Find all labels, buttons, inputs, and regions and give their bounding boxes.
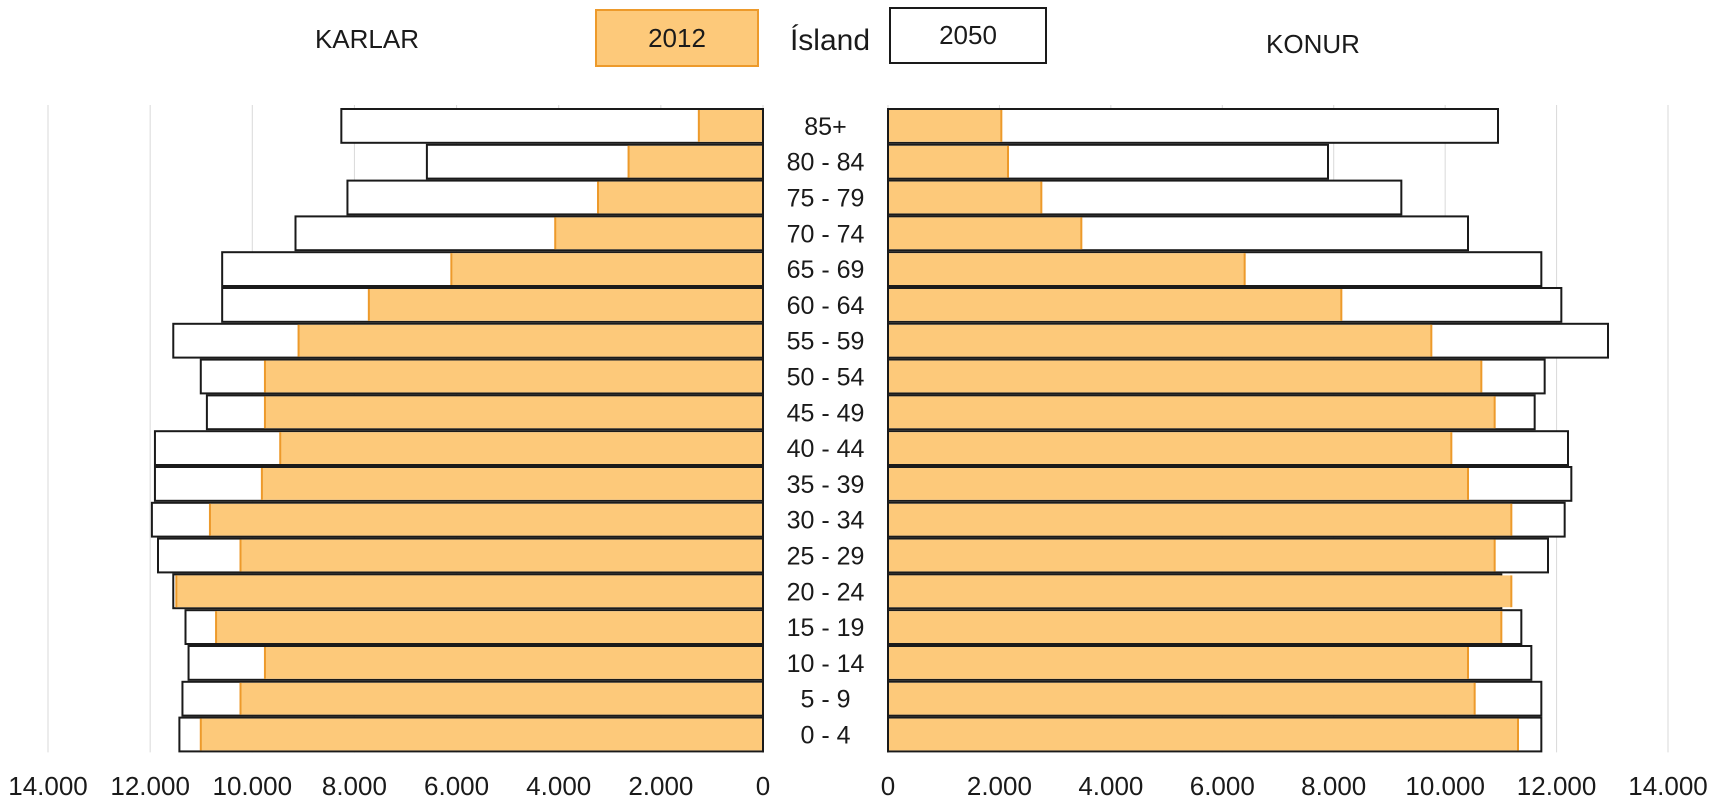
- age-group-label: 5 - 9: [800, 686, 850, 714]
- age-group-label: 30 - 34: [787, 507, 865, 535]
- age-group-label: 20 - 24: [787, 578, 865, 606]
- bar-karlar-2012: [298, 324, 763, 357]
- bar-konur-2012: [888, 539, 1495, 572]
- bar-konur-2012: [888, 432, 1452, 464]
- bar-karlar-2012: [698, 110, 763, 142]
- bar-konur-2012: [888, 217, 1082, 250]
- bar-konur-2012: [888, 575, 1512, 608]
- bar-karlar-2050: [340, 108, 764, 144]
- bar-konur-2012: [888, 253, 1245, 285]
- x-tick-left: 0: [756, 771, 770, 798]
- x-tick-right: 2.000: [967, 771, 1032, 798]
- x-tick-right: 12.000: [1517, 771, 1597, 798]
- x-tick-left: 14.000: [8, 771, 88, 798]
- age-group-label: 85+: [804, 113, 846, 141]
- x-tick-left: 8.000: [322, 771, 387, 798]
- x-tick-right: 14.000: [1628, 771, 1708, 798]
- bar-konur-2012: [888, 181, 1042, 214]
- x-tick-right: 0: [881, 771, 895, 798]
- right-panel-label: KONUR: [1266, 29, 1360, 59]
- bar-karlar-2012: [264, 360, 763, 393]
- bar-karlar-2012: [451, 253, 763, 285]
- bar-konur-2012: [888, 324, 1432, 357]
- bar-karlar-2012: [261, 468, 763, 500]
- bar-karlar-2012: [368, 289, 763, 321]
- age-group-label: 15 - 19: [787, 614, 865, 642]
- bar-karlar-2012: [555, 217, 763, 250]
- bar-karlar-2012: [240, 682, 763, 715]
- bar-karlar-2012: [200, 718, 763, 751]
- x-tick-left: 6.000: [424, 771, 489, 798]
- bar-konur-2012: [888, 396, 1495, 429]
- bar-konur-2012: [888, 503, 1512, 536]
- legend-label-2012: 2012: [648, 23, 706, 53]
- bar-karlar-2012: [216, 611, 764, 643]
- age-group-label: 40 - 44: [787, 435, 865, 463]
- bar-konur-2012: [888, 360, 1482, 393]
- age-group-label: 50 - 54: [787, 364, 865, 392]
- chart-title: Ísland: [790, 24, 870, 57]
- age-group-label: 75 - 79: [787, 185, 865, 213]
- bar-konur-2012: [888, 647, 1468, 679]
- bar-karlar-2012: [264, 396, 763, 429]
- bars-group: [150, 108, 1609, 753]
- age-group-label: 55 - 59: [787, 328, 865, 356]
- x-tick-right: 4.000: [1078, 771, 1143, 798]
- age-group-label: 25 - 29: [787, 543, 865, 571]
- age-group-label: 0 - 4: [800, 722, 850, 750]
- x-tick-left: 10.000: [213, 771, 293, 798]
- bar-karlar-2012: [280, 432, 763, 464]
- x-tick-right: 10.000: [1405, 771, 1485, 798]
- bar-karlar-2012: [176, 575, 764, 608]
- x-tick-left: 4.000: [526, 771, 591, 798]
- bar-konur-2012: [888, 145, 1008, 178]
- bar-konur-2012: [888, 468, 1468, 500]
- age-group-label: 80 - 84: [787, 149, 865, 177]
- x-tick-left: 2.000: [628, 771, 693, 798]
- age-group-label: 65 - 69: [787, 256, 865, 284]
- legend-swatch-2012: [595, 9, 759, 67]
- x-axis-ticks: 14.000 12.000 10.000 8.000 6.000 4.000 2.000 0 0…: [8, 771, 1708, 798]
- age-group-label: 10 - 14: [787, 650, 865, 678]
- bar-konur-2012: [888, 718, 1518, 751]
- age-group-label: 60 - 64: [787, 292, 865, 320]
- age-group-label: 45 - 49: [787, 399, 865, 427]
- bar-karlar-2012: [264, 647, 763, 679]
- bar-karlar-2012: [598, 181, 763, 214]
- age-group-label: 70 - 74: [787, 220, 865, 248]
- bar-karlar-2012: [628, 145, 763, 178]
- x-tick-left: 12.000: [110, 771, 190, 798]
- age-group-labels: 85+ 80 - 84 75 - 79 70 - 74 65 - 69 60 - 64 55…: [787, 113, 865, 750]
- bar-konur-2012: [888, 611, 1502, 643]
- legend-label-2050: 2050: [939, 20, 997, 50]
- bar-karlar-2012: [209, 503, 763, 536]
- bar-konur-2012: [888, 682, 1475, 715]
- bar-karlar-2012: [240, 539, 763, 572]
- bar-konur-2012: [888, 110, 1002, 142]
- legend-swatch-2050: [889, 7, 1047, 64]
- x-tick-right: 6.000: [1190, 771, 1255, 798]
- age-group-label: 35 - 39: [787, 471, 865, 499]
- left-panel-label: KARLAR: [315, 24, 419, 54]
- x-tick-right: 8.000: [1301, 771, 1366, 798]
- bar-konur-2012: [888, 289, 1342, 321]
